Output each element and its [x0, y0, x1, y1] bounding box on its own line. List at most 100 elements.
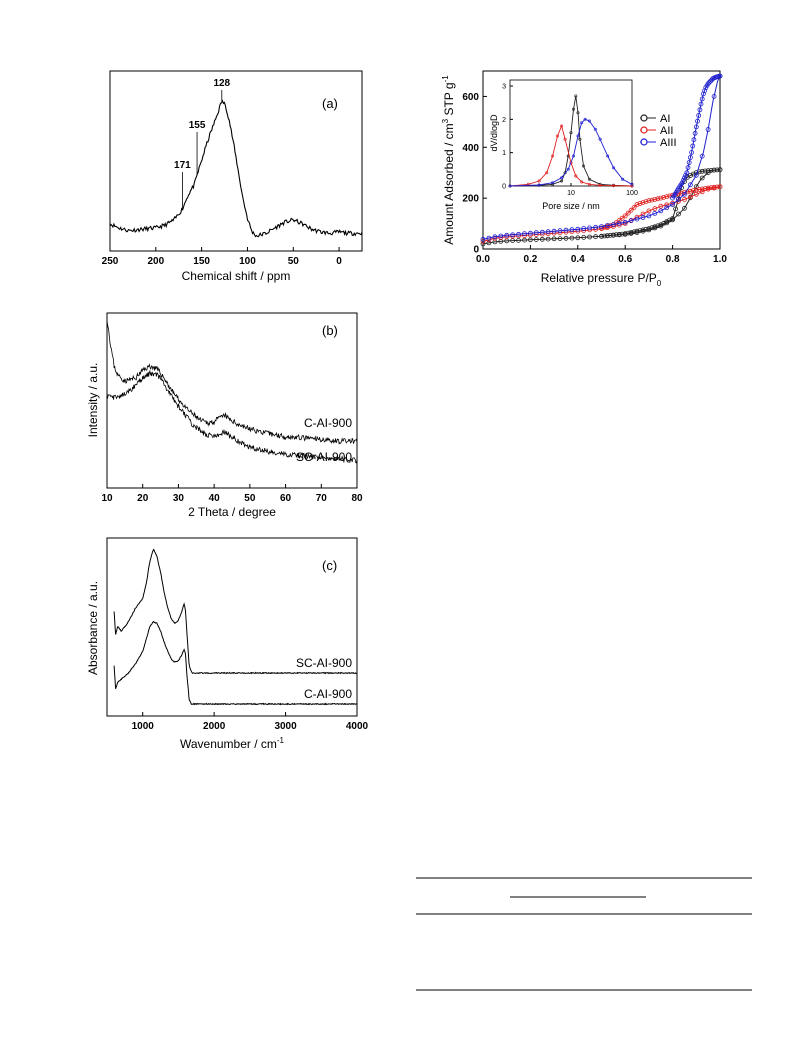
inset-AI-point — [581, 164, 585, 168]
panel-d-AIII-adsorption-point — [551, 228, 557, 234]
panel-d-AIII-adsorption-point — [699, 153, 705, 159]
panel-d-AIII-desorption-point — [688, 155, 693, 160]
panel-d-AI-desorption-point — [613, 232, 619, 238]
panel-d-AI-adsorption-point — [486, 240, 492, 246]
panel-d-AII-adsorption-point — [699, 189, 705, 195]
panel-d-AIII-adsorption-point — [622, 219, 628, 225]
panel-d-AIII-adsorption-point — [563, 227, 569, 233]
panel-d-AI-desorption-point — [699, 168, 705, 174]
panel-d-AI-desorption-point — [625, 230, 631, 236]
panel-b-xlabel: 2 Theta / degree — [188, 505, 276, 519]
panel-d-x-ticks: 0.0 0.2 0.4 0.6 0.8 1.0 — [476, 245, 727, 265]
panel-d-AIII-adsorption-point — [522, 231, 527, 237]
panel-d-AII-desorption-point — [643, 199, 649, 205]
panel-d-AIII-adsorption-point — [705, 127, 711, 132]
panel-d-xtick-label-4: 0.8 — [666, 254, 680, 265]
panel-a-xtick-label-2: 150 — [193, 256, 210, 267]
panel-d-xlabel-sub: 0 — [657, 279, 662, 288]
panel-d-AII-desorption-point — [699, 186, 705, 192]
panel-d-AI-adsorption-point — [593, 234, 598, 240]
panel-c-xtick-label-1: 2000 — [203, 721, 226, 732]
panel-d-AII-desorption-point — [661, 194, 667, 200]
table-rules — [416, 877, 752, 991]
panel-d-AI-desorption-point — [616, 231, 622, 237]
inset-AIII-point — [593, 127, 597, 131]
inset-ytick-label-3: 3 — [502, 84, 506, 91]
panel-d-AII-desorption-point — [622, 213, 628, 219]
panel-d-AIII-desorption-point — [670, 195, 675, 201]
panel-d-AIII-adsorption-point — [533, 230, 539, 236]
panel-d-AII-desorption-point — [616, 217, 622, 223]
panel-d-AIII-adsorption-point — [688, 182, 693, 188]
panel-d-AI-desorption-point — [634, 228, 640, 234]
panel-d-AIII-adsorption-point — [516, 231, 521, 237]
panel-d-xtick-label-3: 0.6 — [618, 254, 632, 265]
panel-d-AI-desorption-point — [673, 206, 678, 212]
panel-a-xtick-label-0: 250 — [102, 256, 119, 267]
panel-d-y-ticks: 0 200 400 600 — [462, 92, 487, 256]
panel-c-xlabel-main: Wavenumber / cm — [180, 737, 277, 751]
panel-d-legend-marker-1 — [640, 126, 648, 134]
panel-d-AIII-adsorption-point — [634, 216, 640, 222]
panel-b-xtick-label-3: 40 — [209, 493, 221, 504]
inset-AI-point — [569, 131, 573, 135]
panel-a-annotations: 171 155 128 — [174, 78, 231, 209]
inset-ticks: 10 100 0 1 2 3 — [502, 84, 638, 198]
panel-d-AI-desorption-point — [637, 228, 643, 234]
panel-c-x-ticks: 1000 2000 3000 4000 — [132, 712, 369, 732]
panel-d-AII-desorption-point — [646, 198, 652, 204]
panel-d-AIII-adsorption-point — [498, 233, 504, 239]
panel-b-xtick-label-6: 70 — [316, 493, 328, 504]
panel-d-AI-desorption-point — [649, 225, 655, 231]
panel-c: (c) Wavenumber / cm-1 Absorbance / a.u. … — [86, 537, 369, 751]
panel-d-AII-adsorption-point — [480, 238, 486, 244]
panel-d-AIII-adsorption-point — [569, 227, 575, 233]
panel-d-AI-desorption-point — [705, 168, 711, 174]
panel-d-AIII-adsorption-point — [486, 235, 492, 241]
inset-AIII-point — [630, 182, 634, 186]
panel-b: (b) 2 Theta / degree Intensity / a.u. 10… — [86, 312, 363, 519]
panel-d-AI-desorption-point — [658, 222, 664, 228]
panel-d-AIII-adsorption-point — [581, 226, 587, 231]
panel-d-AIII-desorption-point — [697, 107, 703, 113]
panel-d-AII-desorption-point — [664, 194, 670, 200]
panel-d-AI-adsorption-point — [522, 237, 527, 243]
panel-d-AII-desorption-point — [628, 207, 634, 213]
panel-d-AII-desorption-point — [637, 201, 643, 206]
inset-AIII-point — [571, 154, 575, 158]
panel-c-series-label-1: C-AI-900 — [304, 687, 352, 701]
inset-AII-point — [587, 182, 591, 186]
inset-AI-point — [587, 177, 591, 181]
panel-d-AII-desorption-point — [711, 184, 717, 190]
panel-c-ylabel: Absorbance / a.u. — [86, 581, 100, 675]
panel-d-AI-desorption-point — [619, 231, 625, 237]
panel-d-AII-desorption-point — [693, 187, 699, 193]
panel-d-AI-adsorption-point — [492, 239, 498, 245]
inset-AII-point — [563, 137, 567, 141]
inset-AII-point — [574, 174, 578, 178]
panel-c-xtick-label-2: 3000 — [274, 721, 297, 732]
panel-c-label: (c) — [322, 558, 337, 573]
panel-d-AII-desorption-point — [625, 210, 631, 216]
panel-d-AII-desorption-point — [705, 185, 711, 191]
panel-b-series-line-0 — [106, 320, 358, 445]
panel-b-xtick-label-4: 50 — [244, 493, 256, 504]
panel-d-AI-adsorption-point — [533, 237, 539, 243]
panel-d-AI-desorption-point — [640, 227, 646, 233]
panel-d-AIII-adsorption-point — [587, 225, 592, 231]
panel-a-xlabel: Chemical shift / ppm — [182, 269, 291, 283]
panel-d-xtick-label-1: 0.2 — [523, 254, 537, 265]
panel-d-AI-adsorption-point — [699, 175, 705, 181]
panel-d-AI-desorption-point — [717, 167, 723, 173]
panel-d-AI-desorption-point — [652, 224, 658, 230]
panel-d-AI-desorption-point — [602, 233, 607, 239]
panel-d-AI-adsorption-point — [693, 184, 699, 190]
panel-c-series-label-0: SC-AI-900 — [296, 656, 352, 670]
panel-a-x-ticks: 250 200 150 100 50 0 — [102, 247, 342, 267]
panel-d-legend-marker-2 — [640, 138, 648, 146]
panel-d-AIII-desorption-point — [693, 124, 699, 130]
panel-d-AI-adsorption-point — [575, 235, 581, 241]
panel-d-AII-desorption-point — [652, 196, 658, 202]
